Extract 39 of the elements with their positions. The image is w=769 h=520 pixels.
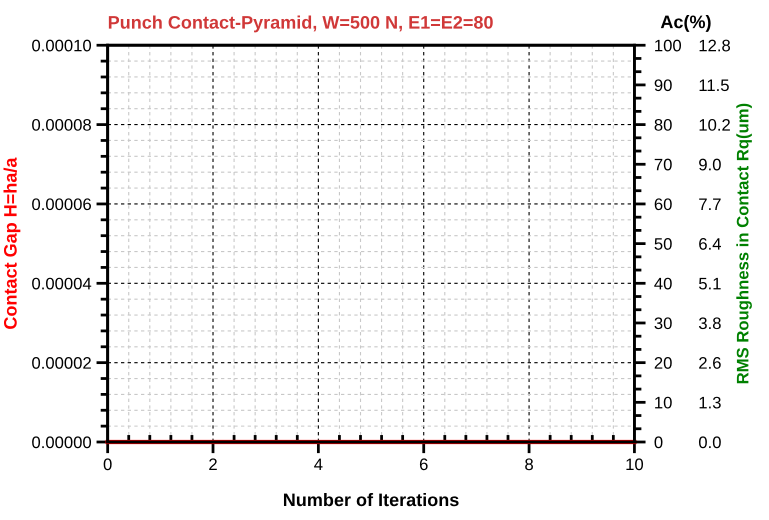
x-tick-label: 0 xyxy=(104,458,112,470)
y-tick-label: 0.00004 xyxy=(32,278,92,290)
y3-tick-label: 5.1 xyxy=(698,278,721,290)
y2-tick-label: 100 xyxy=(655,40,682,52)
y3-tick-label: 10.2 xyxy=(700,118,730,131)
y2-tick-label: 10 xyxy=(655,396,672,409)
y-axis-title: Contact Gap H=ha/a xyxy=(4,157,20,329)
y3-tick-label: 3.8 xyxy=(698,317,721,330)
y3-tick-label: 12.8 xyxy=(700,40,730,52)
y2-tick-label: 40 xyxy=(654,278,672,290)
y3-tick-label: 0.0 xyxy=(698,436,721,448)
x-tick-label: 2 xyxy=(209,458,217,470)
y2-axis-title: Ac(%) xyxy=(660,14,711,32)
y2-tick-label: 50 xyxy=(654,238,672,250)
x-tick-label: 6 xyxy=(420,458,428,470)
y3-tick-label: 9.0 xyxy=(699,158,721,170)
y2-tick-label: 90 xyxy=(654,79,672,92)
y2-tick-label: 60 xyxy=(654,198,672,210)
x-axis-title: Number of Iterations xyxy=(284,492,459,506)
y3-tick-label: 2.6 xyxy=(699,357,721,369)
y3-tick-label: 1.3 xyxy=(700,396,721,409)
y3-axis-title: RMS Roughness in Contact Rq(um) xyxy=(736,104,752,384)
x-tick-label: 4 xyxy=(314,458,323,470)
y-tick-label: 0.00010 xyxy=(32,40,92,52)
y2-tick-label: 30 xyxy=(654,317,672,330)
x-tick-label: 8 xyxy=(525,458,533,470)
chart-title: Punch Contact-Pyramid, W=500 N, E1=E2=80 xyxy=(108,15,493,32)
y3-tick-label: 11.5 xyxy=(700,79,729,92)
y-tick-label: 0.00008 xyxy=(32,118,91,131)
y3-tick-label: 7.7 xyxy=(699,198,721,210)
y2-tick-label: 70 xyxy=(654,158,672,170)
y2-tick-label: 0 xyxy=(654,436,662,448)
y3-tick-label: 6.4 xyxy=(699,238,721,250)
y-tick-label: 0.00002 xyxy=(32,357,91,369)
x-tick-label: 10 xyxy=(626,458,644,470)
y2-tick-label: 20 xyxy=(654,357,672,369)
y-tick-label: 0.00000 xyxy=(32,436,92,448)
y-tick-label: 0.00006 xyxy=(32,198,91,210)
y2-tick-label: 80 xyxy=(654,118,672,131)
